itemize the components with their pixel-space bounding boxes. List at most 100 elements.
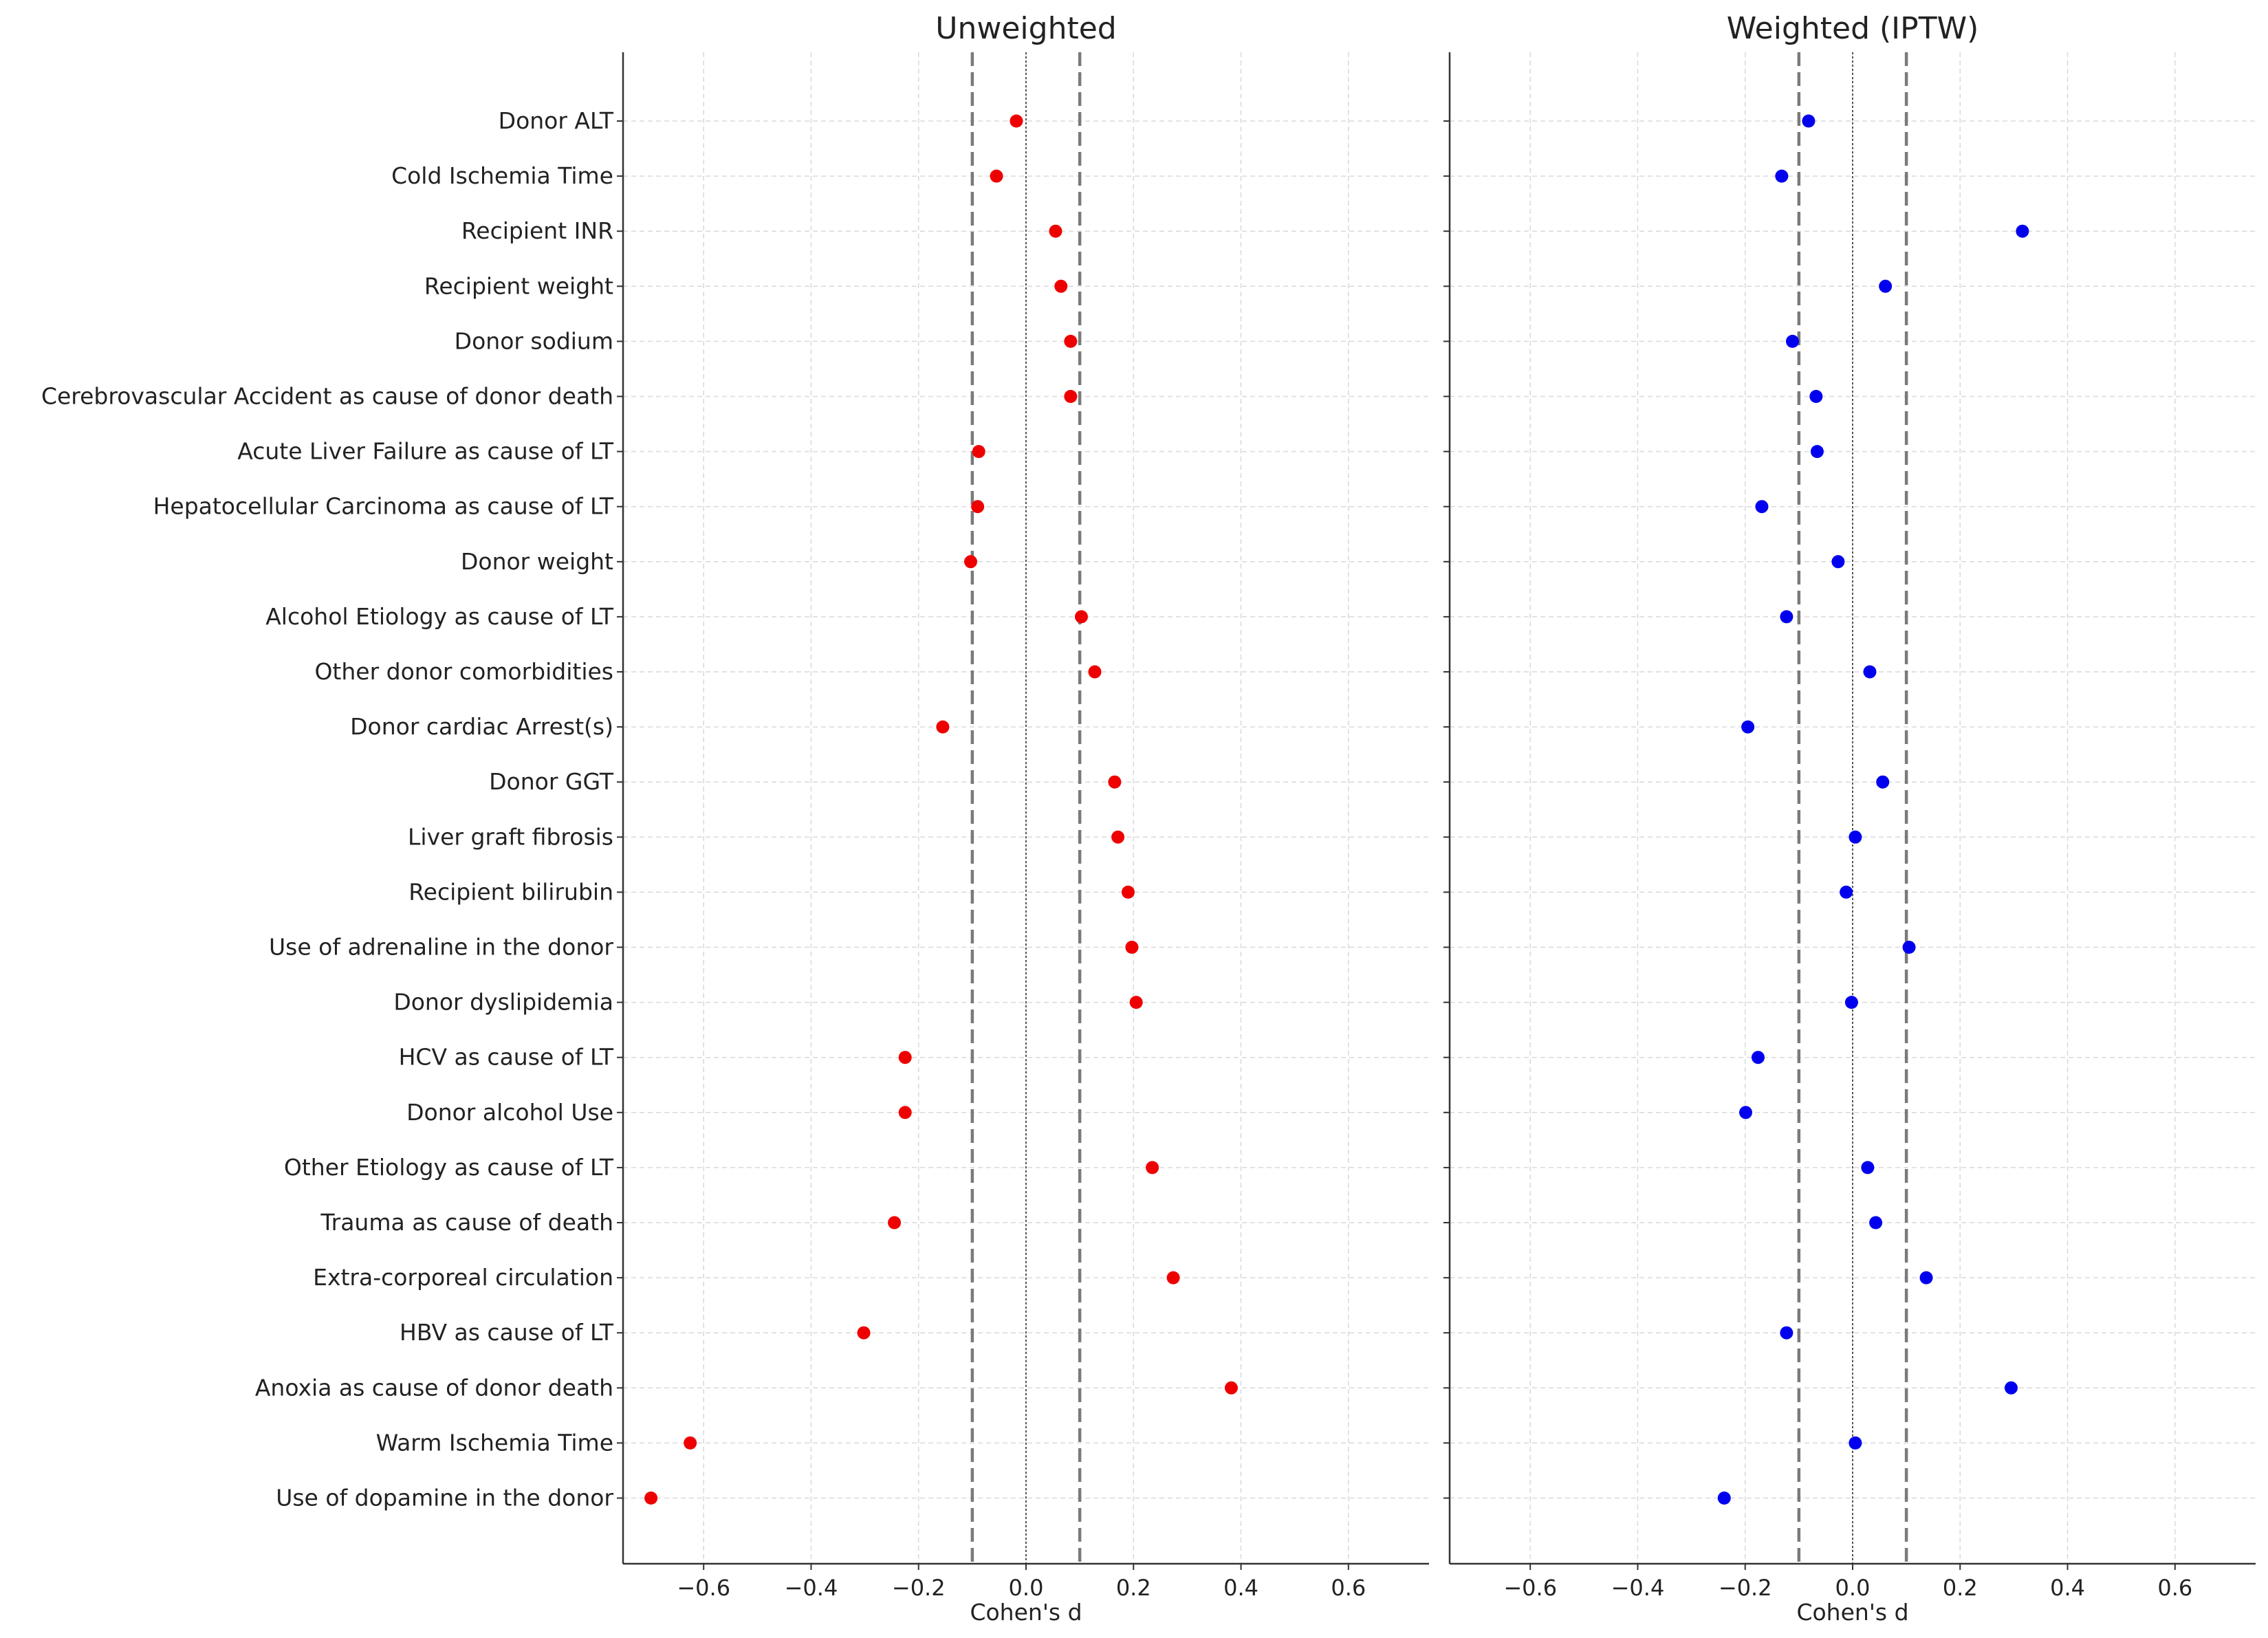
point-hepatocellular-carcinoma-as-cause-of-lt: [971, 500, 985, 514]
point-cerebrovascular-accident-as-cause-of-donor-death: [1809, 390, 1823, 403]
y-tick-label: Other donor comorbidities: [314, 658, 613, 685]
point-warm-ischemia-time: [1849, 1436, 1862, 1450]
y-tick-label: Other Etiology as cause of LT: [284, 1154, 614, 1181]
point-donor-ggt: [1876, 775, 1890, 789]
point-liver-graft-fibrosis: [1111, 830, 1125, 844]
x-tick-label: 0.6: [1331, 1575, 1366, 1601]
y-tick-label: Liver graft fibrosis: [408, 823, 613, 850]
panel-weighted-iptw: −0.6 −0.4 −0.2 0.0 0.2 0.4 0.6 Cohen's d Weighte…: [1443, 11, 2256, 1626]
point-use-of-dopamine-in-the-donor: [644, 1492, 658, 1505]
panel-title: Unweighted: [935, 11, 1116, 46]
y-tick-label: Donor dyslipidemia: [393, 989, 613, 1016]
y-tick-label: Trauma as cause of death: [320, 1209, 613, 1236]
point-recipient-bilirubin: [1840, 885, 1853, 899]
x-tick-label: −0.4: [785, 1575, 838, 1601]
y-tick-label: Hepatocellular Carcinoma as cause of LT: [153, 493, 614, 520]
point-trauma-as-cause-of-death: [1869, 1216, 1883, 1230]
point-other-etiology-as-cause-of-lt: [1146, 1161, 1159, 1175]
y-tick-label: Donor weight: [461, 548, 613, 575]
point-donor-alt: [1010, 114, 1023, 128]
point-donor-cardiac-arrest-s: [936, 720, 950, 734]
x-axis-label: Cohen's d: [970, 1599, 1082, 1626]
point-anoxia-as-cause-of-donor-death: [2004, 1381, 2018, 1395]
point-hcv-as-cause-of-lt: [898, 1051, 912, 1064]
point-cold-ischemia-time: [990, 169, 1003, 183]
point-other-donor-comorbidities: [1088, 665, 1102, 679]
panel-unweighted: −0.6 −0.4 −0.2 0.0 0.2 0.4 0.6 Cohen's d Unweigh…: [617, 11, 1429, 1626]
y-tick-label: Donor GGT: [489, 768, 614, 795]
point-alcohol-etiology-as-cause-of-lt: [1780, 610, 1793, 624]
y-tick-label: Warm Ischemia Time: [376, 1429, 613, 1456]
point-recipient-inr: [1049, 224, 1062, 238]
point-trauma-as-cause-of-death: [888, 1216, 902, 1230]
y-tick-label: HBV as cause of LT: [400, 1319, 614, 1346]
y-axis-labels: Donor ALT Cold Ischemia Time Recipient INR…: [41, 107, 614, 1511]
x-tick-label: −0.4: [1611, 1575, 1665, 1601]
y-tick-label: Acute Liver Failure as cause of LT: [237, 438, 614, 465]
y-tick-label: Donor cardiac Arrest(s): [350, 713, 613, 740]
x-tick-label: −0.6: [1503, 1575, 1557, 1601]
y-tick-label: Anoxia as cause of donor death: [255, 1374, 613, 1401]
point-anoxia-as-cause-of-donor-death: [1224, 1381, 1238, 1395]
x-tick-label: 0.4: [1223, 1575, 1258, 1601]
point-hbv-as-cause-of-lt: [857, 1326, 871, 1340]
point-acute-liver-failure-as-cause-of-lt: [1810, 445, 1824, 459]
y-tick-label: Alcohol Etiology as cause of LT: [265, 603, 614, 630]
point-recipient-weight: [1879, 279, 1893, 293]
point-donor-ggt: [1108, 775, 1122, 789]
y-tick-label: Cold Ischemia Time: [391, 162, 613, 189]
y-tick-label: Donor alcohol Use: [406, 1099, 613, 1126]
point-hbv-as-cause-of-lt: [1780, 1326, 1793, 1340]
y-tick-label: Use of adrenaline in the donor: [269, 934, 613, 961]
x-tick-label: −0.2: [892, 1575, 946, 1601]
point-other-donor-comorbidities: [1863, 665, 1877, 679]
x-tick-label: −0.2: [1719, 1575, 1772, 1601]
x-tick-label: 0.2: [1116, 1575, 1151, 1601]
point-recipient-inr: [2016, 224, 2029, 238]
point-liver-graft-fibrosis: [1849, 830, 1862, 844]
point-recipient-weight: [1054, 279, 1068, 293]
point-donor-alcohol-use: [898, 1106, 912, 1120]
y-tick-label: Use of dopamine in the donor: [276, 1485, 613, 1511]
point-cold-ischemia-time: [1775, 169, 1789, 183]
point-donor-alcohol-use: [1739, 1106, 1753, 1120]
y-tick-label: HCV as cause of LT: [399, 1044, 614, 1071]
y-tick-label: Cerebrovascular Accident as cause of don…: [41, 383, 613, 410]
x-tick-label: 0.0: [1835, 1575, 1871, 1601]
y-tick-label: Recipient INR: [461, 217, 613, 244]
y-tick-label: Donor sodium: [455, 327, 613, 354]
point-alcohol-etiology-as-cause-of-lt: [1074, 610, 1088, 624]
point-other-etiology-as-cause-of-lt: [1861, 1161, 1875, 1175]
x-axis-label: Cohen's d: [1796, 1599, 1908, 1626]
y-tick-label: Extra-corporeal circulation: [313, 1264, 613, 1291]
point-warm-ischemia-time: [684, 1436, 697, 1450]
x-tick-label: 0.6: [2157, 1575, 2192, 1601]
point-donor-dyslipidemia: [1129, 996, 1143, 1009]
y-tick-label: Recipient bilirubin: [408, 878, 613, 905]
point-donor-sodium: [1064, 334, 1078, 348]
x-tick-label: 0.0: [1009, 1575, 1044, 1601]
point-donor-alt: [1802, 114, 1816, 128]
x-tick-label: −0.6: [677, 1575, 730, 1601]
point-use-of-adrenaline-in-the-donor: [1125, 941, 1139, 954]
y-tick-label: Donor ALT: [499, 107, 614, 134]
point-recipient-bilirubin: [1121, 885, 1135, 899]
point-extra-corporeal-circulation: [1166, 1271, 1180, 1285]
point-use-of-dopamine-in-the-donor: [1717, 1492, 1731, 1505]
point-donor-cardiac-arrest-s: [1741, 720, 1755, 734]
x-tick-label: 0.4: [2050, 1575, 2085, 1601]
point-hepatocellular-carcinoma-as-cause-of-lt: [1755, 500, 1769, 514]
point-use-of-adrenaline-in-the-donor: [1902, 941, 1916, 954]
point-donor-weight: [964, 555, 978, 569]
point-donor-weight: [1831, 555, 1845, 569]
point-cerebrovascular-accident-as-cause-of-donor-death: [1064, 390, 1078, 403]
point-donor-sodium: [1785, 334, 1799, 348]
y-tick-label: Recipient weight: [424, 272, 613, 299]
point-acute-liver-failure-as-cause-of-lt: [972, 445, 985, 459]
point-donor-dyslipidemia: [1844, 996, 1858, 1009]
panel-title: Weighted (IPTW): [1727, 11, 1979, 46]
point-hcv-as-cause-of-lt: [1751, 1051, 1765, 1064]
point-extra-corporeal-circulation: [1919, 1271, 1933, 1285]
x-tick-label: 0.2: [1943, 1575, 1978, 1601]
